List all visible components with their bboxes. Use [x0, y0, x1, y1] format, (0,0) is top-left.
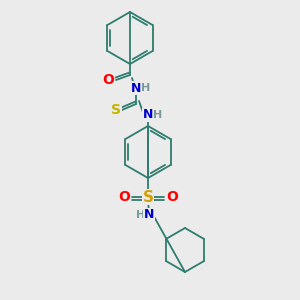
Text: H: H [153, 110, 163, 120]
Text: N: N [131, 82, 141, 94]
Text: H: H [136, 210, 146, 220]
Text: N: N [144, 208, 154, 221]
Text: N: N [143, 109, 153, 122]
Text: H: H [141, 83, 151, 93]
Text: O: O [102, 73, 114, 87]
Text: S: S [142, 190, 154, 205]
Text: O: O [166, 190, 178, 204]
Text: S: S [111, 103, 121, 117]
Text: O: O [118, 190, 130, 204]
